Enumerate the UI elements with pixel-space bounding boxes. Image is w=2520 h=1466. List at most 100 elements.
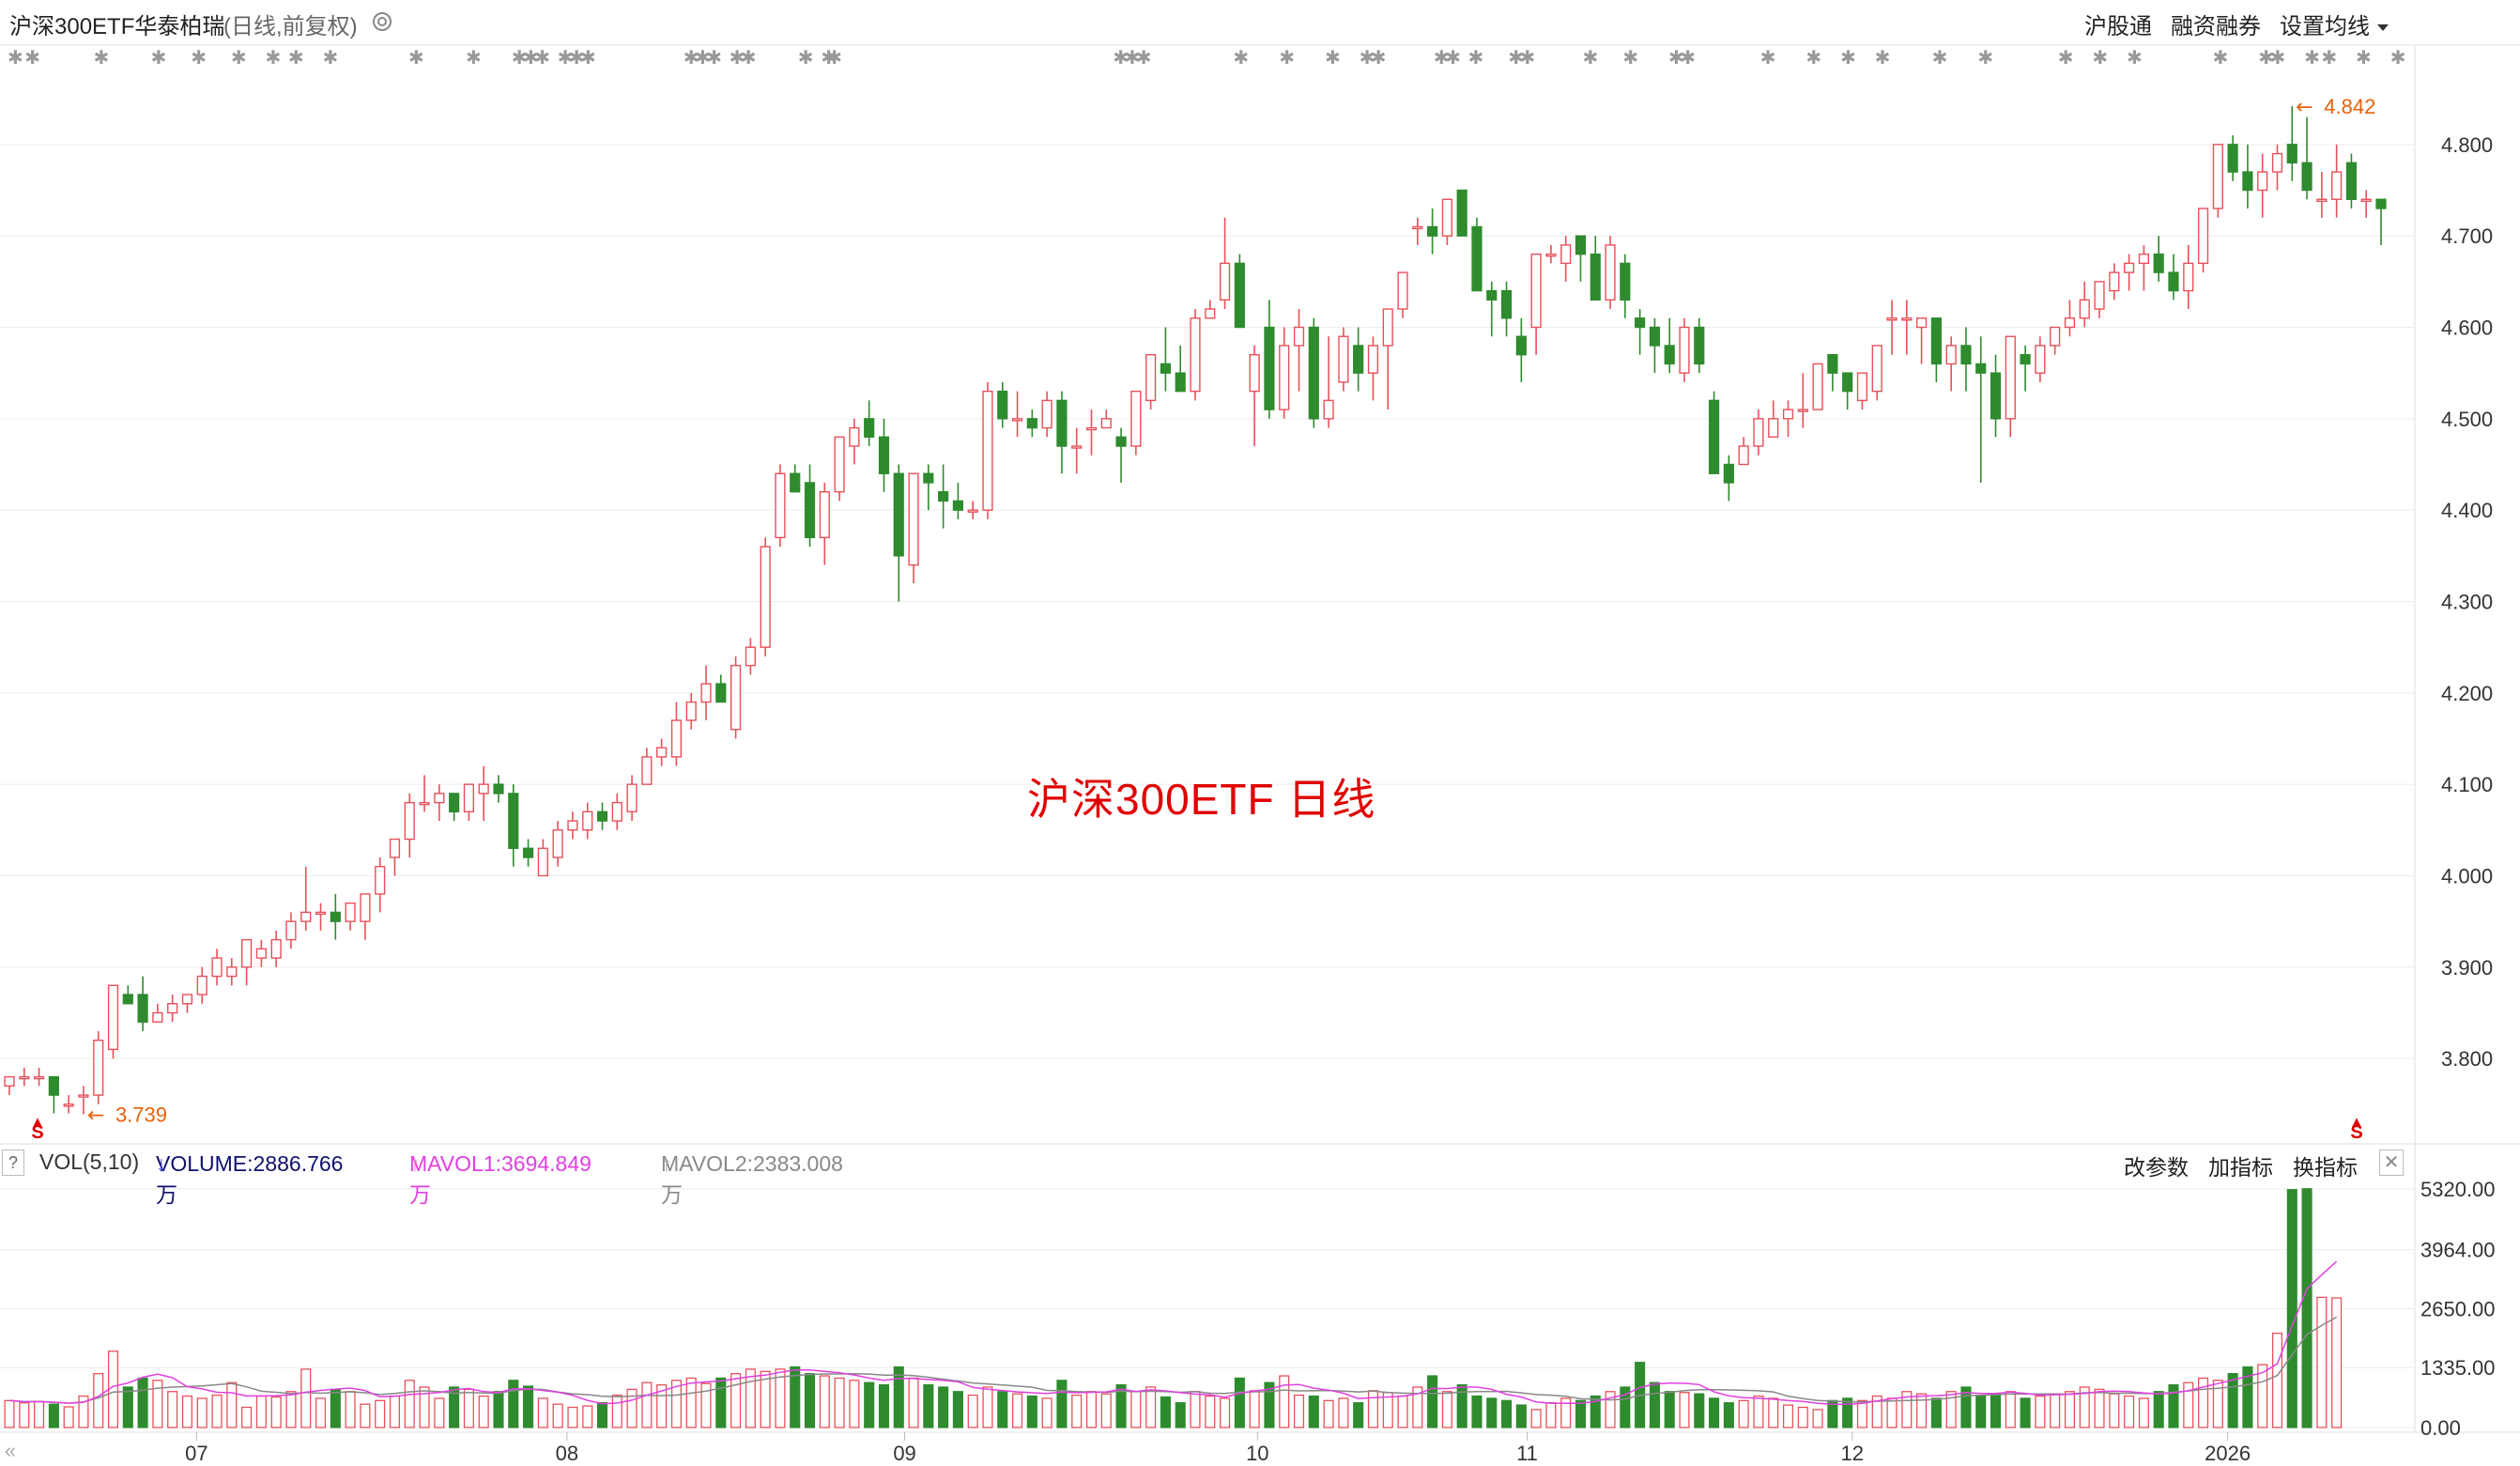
hk-connect-button[interactable]: 沪股通 xyxy=(2084,14,2152,39)
candle-body xyxy=(1367,345,1379,374)
price-tick-label: 3.800 xyxy=(2441,1047,2493,1071)
switch-indicator-button[interactable]: 换指标 xyxy=(2293,1155,2358,1180)
event-star-icon: ✱ xyxy=(466,46,482,69)
candle-body xyxy=(48,1075,59,1096)
candle-body xyxy=(1264,326,1275,410)
volume-bar xyxy=(2064,1391,2076,1428)
candle-body xyxy=(685,701,697,721)
close-indicator-button[interactable]: ✕ xyxy=(2379,1150,2404,1176)
candle-body xyxy=(2331,171,2343,200)
event-star-icon: ✱ xyxy=(1583,46,1599,69)
event-star-icon: ✱ xyxy=(1325,46,1341,69)
volume-bar xyxy=(611,1394,622,1428)
candle-body xyxy=(908,472,919,566)
volume-bar xyxy=(849,1380,860,1428)
candle-body xyxy=(1768,418,1779,439)
volume-bar xyxy=(2257,1364,2268,1428)
candle-body xyxy=(1694,326,1705,365)
vol-indicator-name: VOL(5,10) xyxy=(39,1150,140,1174)
volume-bar xyxy=(1249,1390,1260,1428)
help-button[interactable]: ? xyxy=(2,1150,24,1176)
event-star-icon: ✱ xyxy=(2356,46,2372,69)
volume-bar xyxy=(1427,1375,1438,1428)
candle-body xyxy=(449,793,460,813)
scroll-left-icon[interactable]: « xyxy=(4,1439,17,1462)
set-ma-button[interactable]: 设置均线 xyxy=(2280,8,2389,40)
event-star-icon: ✱ xyxy=(1840,46,1856,69)
event-star-icon: ✱ xyxy=(231,46,247,69)
candle-body xyxy=(834,436,845,493)
candle-body xyxy=(1515,335,1527,356)
candle-body xyxy=(2050,326,2061,347)
price-tick-label: 4.100 xyxy=(2441,773,2493,796)
event-star-icon: ✱ xyxy=(191,46,207,69)
candle-body xyxy=(1575,235,1587,255)
add-indicator-button[interactable]: 加指标 xyxy=(2208,1155,2273,1180)
candle-body xyxy=(1130,390,1142,447)
event-star-icon: ✱ xyxy=(1113,46,1129,69)
candle-body xyxy=(1797,409,1808,412)
candle-body xyxy=(196,975,207,995)
candle-body xyxy=(1486,289,1498,301)
volume-bar xyxy=(211,1394,223,1428)
settings-gear-icon[interactable] xyxy=(370,9,394,34)
candle-body xyxy=(790,472,801,493)
volume-bar xyxy=(2271,1333,2283,1428)
volume-bar xyxy=(1901,1391,1913,1428)
candle-body xyxy=(730,664,742,731)
margin-trading-button[interactable]: 融资融券 xyxy=(2171,14,2261,39)
volume-bar xyxy=(1500,1399,1513,1428)
volume-bar xyxy=(1220,1397,1231,1428)
volume-bar xyxy=(819,1375,830,1428)
volume-bar xyxy=(1649,1381,1660,1428)
price-tick-label: 4.800 xyxy=(2441,133,2493,157)
volume-bar xyxy=(285,1391,297,1428)
candle-body xyxy=(670,719,683,758)
event-star-icon: ✱ xyxy=(1932,46,1948,69)
volume-bar xyxy=(1945,1391,1957,1428)
volume-bar xyxy=(1071,1394,1083,1428)
candle-body xyxy=(2094,281,2105,310)
volume-bar xyxy=(775,1368,786,1428)
volume-bar xyxy=(1456,1383,1467,1428)
volume-bar xyxy=(1753,1395,1764,1428)
candle-body xyxy=(2360,198,2372,202)
volume-bar xyxy=(1115,1383,1127,1428)
volume-tick-label: 5320.00 xyxy=(2420,1178,2496,1201)
volume-bar xyxy=(1842,1397,1853,1428)
candle-body xyxy=(2227,144,2238,173)
candle-body xyxy=(2242,171,2253,192)
event-star-icon: ✱ xyxy=(730,46,745,69)
candle-body xyxy=(2109,271,2120,292)
price-tick-label: 4.500 xyxy=(2441,408,2493,431)
event-star-icon: ✱ xyxy=(408,46,424,69)
x-tick-label: 10 xyxy=(1246,1442,1268,1465)
candle-body xyxy=(270,938,282,959)
candle-body xyxy=(1382,308,1393,347)
event-star-icon: ✱ xyxy=(1371,46,1387,69)
candle-body xyxy=(997,390,1008,420)
candle-body xyxy=(478,783,489,795)
volume-bar xyxy=(1397,1395,1408,1428)
volume-bar xyxy=(167,1391,178,1428)
volume-bar xyxy=(2168,1383,2179,1428)
change-params-button[interactable]: 改参数 xyxy=(2124,1155,2189,1180)
volume-bar xyxy=(434,1397,445,1428)
event-star-icon: ✱ xyxy=(1445,46,1461,69)
candle-body xyxy=(1545,253,1557,257)
volume-bar xyxy=(1205,1395,1216,1428)
candle-body xyxy=(923,472,934,484)
candle-body xyxy=(1427,225,1438,237)
event-star-icon: ✱ xyxy=(2127,46,2143,69)
candle-body xyxy=(1100,418,1112,429)
volume-bar xyxy=(255,1395,267,1428)
candle-body xyxy=(360,893,371,922)
candle-body xyxy=(1071,445,1083,449)
volume-bar xyxy=(730,1373,742,1428)
volume-indicator-header: ? VOL(5,10) VOLUME:2886.766万 ↓ MAVOL1:36… xyxy=(0,1148,2520,1207)
volume-bar xyxy=(1738,1399,1749,1428)
arrow-down-icon: ↓ xyxy=(156,1151,167,1176)
candle-body xyxy=(2153,253,2164,273)
